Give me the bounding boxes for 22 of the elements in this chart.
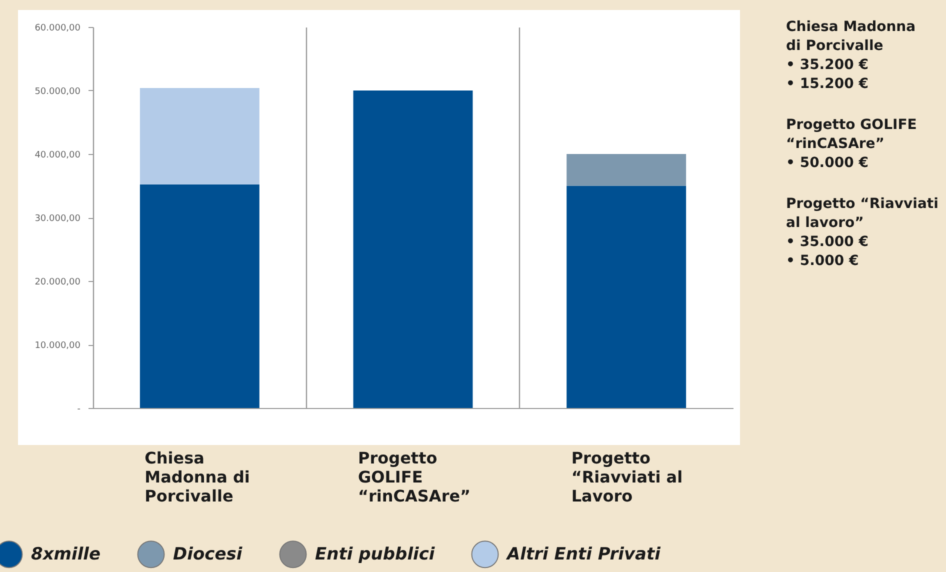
y-tick-label: 10.000,00 [34,341,81,351]
y-tick-label: 50.000,00 [34,87,81,97]
y-tick-label: 60.000,00 [34,24,81,34]
legend-label: Diocesi [173,544,244,564]
bar [566,186,686,408]
y-tick-label: - [77,404,80,414]
bar [140,88,260,184]
bar [140,184,260,408]
legend-label: 8xmille [31,544,101,564]
bar [566,154,686,186]
x-tick-label: Chiesa Madonna di Porcivalle [144,448,250,506]
text: Progetto “Riavviati al lavoro” • 35.000 € • 5.000 € [786,195,940,271]
text: Progetto GOLIFE “rinCASAre” • 50.000 € [786,116,918,173]
y-tick-label: 40.000,00 [34,150,81,160]
bar [353,90,473,408]
x-tick-label: Progetto “Riavviati al Lavoro [571,448,683,506]
y-tick-label: 20.000,00 [34,278,81,288]
x-tick-label: Progetto GOLIFE “rinCASAre” [358,448,471,506]
text: Chiesa Madonna di Porcivalle • 35.200 € • 15.200 € [786,18,917,94]
y-tick-label: 30.000,00 [34,214,81,224]
legend-label: Altri Enti Privati [505,544,662,564]
legend-label: Enti pubblici [315,544,436,564]
